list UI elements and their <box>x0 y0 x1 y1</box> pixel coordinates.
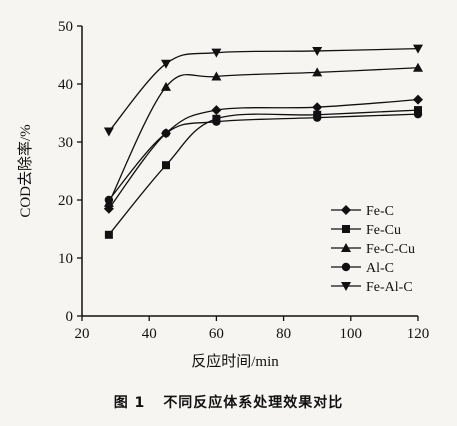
legend-marker-fe-c <box>341 205 351 215</box>
data-point-fe-al-c <box>103 127 114 137</box>
axis-ticks: 20 40 60 80 100 120 0 10 20 30 40 50 <box>58 19 429 342</box>
series-line-fe-al-c <box>108 47 419 132</box>
data-point-al-c <box>212 117 221 126</box>
legend-label: Fe-Al-C <box>366 280 413 295</box>
legend-item-fe-c-cu: Fe-C-Cu <box>331 242 415 257</box>
caption-title: 不同反应体系处理效果对比 <box>163 395 344 411</box>
x-axis-title: 反应时间/min <box>191 352 279 370</box>
data-point-fe-c <box>312 102 323 113</box>
series-line-al-c <box>108 113 419 201</box>
data-point-fe-al-c <box>211 48 222 58</box>
legend: Fe-C Fe-Cu Fe-C-Cu Al-C Fe-Al-C <box>331 204 415 295</box>
data-point-fe-c <box>413 94 423 105</box>
legend-marker-fe-al-c <box>341 282 351 291</box>
data-point-fe-c-cu <box>413 62 423 72</box>
legend-item-fe-c: Fe-C <box>331 204 394 219</box>
x-tick-label: 60 <box>209 326 224 342</box>
series-fe-c-cu <box>103 62 423 207</box>
y-tick-label: 20 <box>58 193 73 209</box>
data-point-al-c <box>161 129 171 138</box>
legend-label: Fe-C <box>366 204 394 219</box>
data-point-al-c <box>313 113 322 122</box>
data-point-al-c <box>104 195 114 205</box>
y-tick-label: 0 <box>66 309 74 325</box>
legend-item-al-c: Al-C <box>331 261 394 276</box>
data-point-fe-cu <box>162 161 170 170</box>
x-tick-label: 80 <box>276 326 291 342</box>
series-line-fe-c <box>108 99 419 210</box>
data-point-fe-c <box>211 105 222 116</box>
x-tick-label: 100 <box>340 326 363 342</box>
caption-figure-number: 图 1 <box>113 395 146 411</box>
y-tick-label: 10 <box>58 251 73 267</box>
x-tick-label: 40 <box>142 326 157 342</box>
figure-caption: 图 1 不同反应体系处理效果对比 <box>0 392 457 412</box>
series-line-fe-c-cu <box>108 67 419 204</box>
plot-frame <box>81 26 418 317</box>
series-layer <box>103 44 423 239</box>
legend-label: Al-C <box>366 261 394 276</box>
data-point-fe-cu <box>104 230 113 239</box>
legend-marker-al-c <box>341 262 351 272</box>
legend-label: Fe-C-Cu <box>366 242 415 257</box>
y-axis-title: COD去除率/% <box>17 124 34 217</box>
data-point-fe-c-cu <box>312 67 323 77</box>
x-tick-label: 120 <box>407 326 430 342</box>
data-point-fe-al-c <box>312 46 323 56</box>
y-tick-label: 30 <box>58 135 73 151</box>
data-point-fe-al-c <box>161 59 171 69</box>
data-point-fe-c-cu <box>161 81 171 91</box>
legend-label: Fe-Cu <box>366 223 401 238</box>
data-point-fe-al-c <box>413 44 423 54</box>
legend-item-fe-al-c: Fe-Al-C <box>331 280 413 295</box>
legend-marker-fe-c-cu <box>341 243 351 252</box>
legend-item-fe-cu: Fe-Cu <box>331 223 401 238</box>
y-tick-label: 50 <box>58 19 73 35</box>
data-point-fe-c-cu <box>211 71 222 81</box>
legend-marker-fe-cu <box>342 225 350 233</box>
y-tick-label: 40 <box>58 77 73 93</box>
series-al-c <box>104 109 423 205</box>
series-fe-al-c <box>103 44 423 137</box>
x-tick-label: 20 <box>75 326 90 342</box>
data-point-al-c <box>413 109 423 119</box>
